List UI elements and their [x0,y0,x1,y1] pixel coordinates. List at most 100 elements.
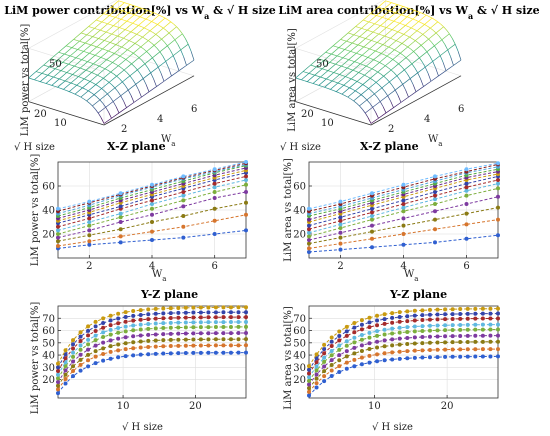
data-point [244,324,248,329]
mesh-line [115,17,119,19]
mesh-line [426,14,430,17]
mesh-line [353,51,357,54]
mesh-line [370,78,374,81]
mesh-line [349,68,354,71]
mesh-line [358,65,367,73]
mesh-line [114,81,123,89]
x-tick-label: 6 [191,104,197,115]
mesh-line [144,57,153,65]
mesh-line [135,78,144,85]
mesh-line [169,50,174,56]
data-point [496,161,500,166]
data-point [405,341,410,346]
data-point [71,346,76,351]
mesh-line [117,29,126,37]
mesh-line [177,44,182,51]
mesh-line [100,29,104,32]
mesh-line [430,21,439,29]
mesh-line [80,32,85,35]
mesh-line [389,81,393,86]
data-point [307,250,311,254]
mesh-line [89,35,93,37]
mesh-line [330,71,334,73]
mesh-line [404,44,408,48]
mesh-line [429,55,434,62]
data-point [63,372,68,377]
mesh-line [385,59,394,67]
mesh-line [76,78,85,86]
mesh-line [396,21,400,24]
mesh-line [86,100,90,104]
data-point [367,347,372,352]
data-point [116,355,121,360]
mesh-line [419,57,423,63]
mesh-line [53,59,58,61]
mesh-line [375,112,379,119]
mesh-line [411,9,415,11]
mesh-line [138,51,147,58]
data-point [63,364,68,369]
data-point [71,342,76,347]
mesh-line [379,95,388,102]
mesh-line [321,62,330,70]
data-point [87,239,92,244]
mesh-line [368,67,373,70]
data-point [464,181,469,186]
mesh-line [122,75,131,83]
data-point [458,311,463,316]
mesh-line [137,69,141,74]
mesh-line [348,59,352,62]
mesh-line [142,30,151,38]
x-axis-label: Wa [152,269,166,283]
mesh-line [126,39,130,41]
mesh-line [82,87,86,90]
mesh-line [83,98,87,102]
mesh-line [63,82,72,90]
mesh-line [110,6,115,9]
data-point [443,317,448,322]
data-point [168,320,173,325]
data-point [244,315,248,320]
mesh-line [370,117,379,124]
mesh-line [132,5,137,7]
mesh-line [328,52,332,55]
data-point [352,364,357,369]
mesh-line [357,44,362,47]
mesh-line [101,67,106,70]
mesh-line [85,63,94,71]
y-tick-label: 40 [42,351,55,362]
data-point [412,329,417,334]
data-point [473,333,478,338]
data-point [390,337,395,342]
x-tick-label: 4 [149,261,155,272]
mesh-line [329,79,333,82]
data-point [307,217,311,222]
mesh-line [138,25,142,27]
mesh-line [153,45,158,49]
data-point [221,315,226,320]
data-point [153,351,158,356]
mesh-line [121,40,130,48]
z-tick-label: 50 [49,59,62,70]
mesh-line [118,0,122,3]
mesh-line [365,38,369,40]
mesh-line [335,46,340,48]
mesh-line [325,51,329,54]
data-point [382,344,387,349]
mesh-line [434,39,443,47]
mesh-line [159,14,163,17]
data-point [56,232,60,236]
mesh-line [320,59,325,61]
mesh-line [90,44,95,47]
mesh-line [314,68,323,76]
mesh-line [368,82,377,89]
mesh-line [338,47,342,49]
mesh-line [399,5,404,7]
data-point [420,335,425,340]
mesh-line [387,12,396,20]
mesh-line [142,72,151,79]
data-point [78,368,83,373]
data-point [161,321,166,326]
mesh-line [155,34,159,37]
mesh-line [135,23,139,26]
